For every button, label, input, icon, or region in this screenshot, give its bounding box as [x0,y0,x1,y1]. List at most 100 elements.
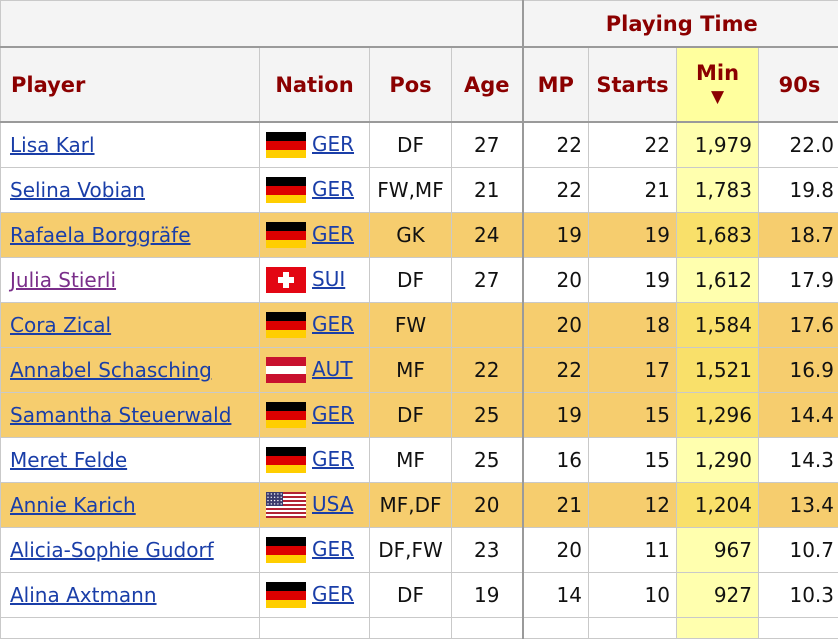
nation-link[interactable]: USA [312,492,353,516]
player-link[interactable]: Cora Zical [10,313,111,337]
nineties-cell: 10.7 [759,528,838,573]
starts-cell: 15 [589,393,677,438]
min-cell: 967 [677,528,759,573]
min-cell: 1,783 [677,168,759,213]
col-header-pos[interactable]: Pos [370,47,452,122]
nation-link[interactable]: SUI [312,267,345,291]
pos-cell: DF [370,122,452,168]
nineties-cell: 14.3 [759,438,838,483]
age-cell: 21 [452,168,523,213]
player-cell: Alina Axtmann [1,573,260,618]
nation-cell: GER [260,303,370,348]
nation-link[interactable]: GER [312,447,354,471]
col-header-player[interactable]: Player [1,47,260,122]
player-link[interactable]: Rafaela Borggräfe [10,223,191,247]
germany-flag-icon [266,582,306,608]
col-header-90s[interactable]: 90s [759,47,838,122]
nation-cell: SUI [260,258,370,303]
age-cell [452,303,523,348]
age-cell: 27 [452,122,523,168]
empty-cell [370,618,452,639]
nation-link[interactable]: GER [312,582,354,606]
col-header-min-label: Min [696,61,739,85]
mp-cell: 19 [523,393,589,438]
player-link[interactable]: Samantha Steuerwald [10,403,231,427]
starts-cell: 17 [589,348,677,393]
col-header-age[interactable]: Age [452,47,523,122]
mp-cell: 22 [523,122,589,168]
nineties-cell: 19.8 [759,168,838,213]
germany-flag-icon [266,537,306,563]
starts-cell: 15 [589,438,677,483]
starts-cell: 21 [589,168,677,213]
starts-cell: 19 [589,213,677,258]
nation-link[interactable]: GER [312,537,354,561]
col-header-nation[interactable]: Nation [260,47,370,122]
germany-flag-icon [266,402,306,428]
playing-time-group-header: Playing Time [523,1,838,48]
pos-cell: FW,MF [370,168,452,213]
player-link[interactable]: Lisa Karl [10,133,95,157]
min-cell: 1,612 [677,258,759,303]
col-header-starts[interactable]: Starts [589,47,677,122]
nation-cell: GER [260,122,370,168]
mp-cell: 19 [523,213,589,258]
nation-link[interactable]: GER [312,177,354,201]
min-cell: 1,683 [677,213,759,258]
mp-cell: 20 [523,528,589,573]
germany-flag-icon [266,222,306,248]
nation-link[interactable]: GER [312,222,354,246]
nineties-cell: 14.4 [759,393,838,438]
pos-cell: MF [370,438,452,483]
min-cell: 927 [677,573,759,618]
mp-cell: 20 [523,303,589,348]
player-link[interactable]: Alicia-Sophie Gudorf [10,538,214,562]
mp-cell: 20 [523,258,589,303]
pos-cell: MF,DF [370,483,452,528]
usa-flag-icon [266,492,306,518]
nation-link[interactable]: GER [312,402,354,426]
germany-flag-icon [266,132,306,158]
player-link[interactable]: Annie Karich [10,493,136,517]
col-header-mp[interactable]: MP [523,47,589,122]
pos-cell: MF [370,348,452,393]
age-cell: 20 [452,483,523,528]
min-cell: 1,584 [677,303,759,348]
mp-cell: 14 [523,573,589,618]
switzerland-flag-icon [266,267,306,293]
empty-cell [523,618,589,639]
age-cell: 25 [452,438,523,483]
nation-link[interactable]: AUT [312,357,353,381]
nation-link[interactable]: GER [312,132,354,156]
player-link[interactable]: Meret Felde [10,448,127,472]
nation-cell: GER [260,213,370,258]
nation-cell: GER [260,573,370,618]
nation-link[interactable]: GER [312,312,354,336]
age-cell: 24 [452,213,523,258]
pos-cell: DF,FW [370,528,452,573]
nation-cell: USA [260,483,370,528]
player-cell: Annabel Schasching [1,348,260,393]
player-link[interactable]: Julia Stierli [10,268,116,292]
nation-cell: GER [260,528,370,573]
player-link[interactable]: Selina Vobian [10,178,145,202]
header-group-row: Playing Time [1,1,838,48]
germany-flag-icon [266,177,306,203]
mp-cell: 22 [523,168,589,213]
player-cell: Selina Vobian [1,168,260,213]
col-header-min[interactable]: Min ▼ [677,47,759,122]
player-link[interactable]: Alina Axtmann [10,583,157,607]
empty-cell [677,618,759,639]
sort-descending-icon: ▼ [677,85,758,109]
age-cell: 25 [452,393,523,438]
player-link[interactable]: Annabel Schasching [10,358,212,382]
player-cell: Cora Zical [1,303,260,348]
player-cell: Lisa Karl [1,122,260,168]
min-cell: 1,296 [677,393,759,438]
nation-cell: AUT [260,348,370,393]
